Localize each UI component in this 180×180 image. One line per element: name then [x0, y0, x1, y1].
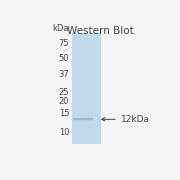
Text: 75: 75	[59, 39, 69, 48]
Text: kDa: kDa	[53, 24, 69, 33]
Text: 25: 25	[59, 89, 69, 98]
Text: 37: 37	[58, 70, 69, 79]
Bar	[73, 118, 93, 120]
Text: 20: 20	[59, 97, 69, 106]
Text: 15: 15	[59, 109, 69, 118]
Text: 50: 50	[59, 54, 69, 63]
Text: 12kDa: 12kDa	[121, 115, 150, 124]
Bar	[72, 33, 101, 144]
Bar	[73, 118, 93, 120]
Bar	[73, 118, 93, 121]
Text: Western Blot: Western Blot	[67, 26, 134, 37]
Text: 10: 10	[59, 128, 69, 137]
